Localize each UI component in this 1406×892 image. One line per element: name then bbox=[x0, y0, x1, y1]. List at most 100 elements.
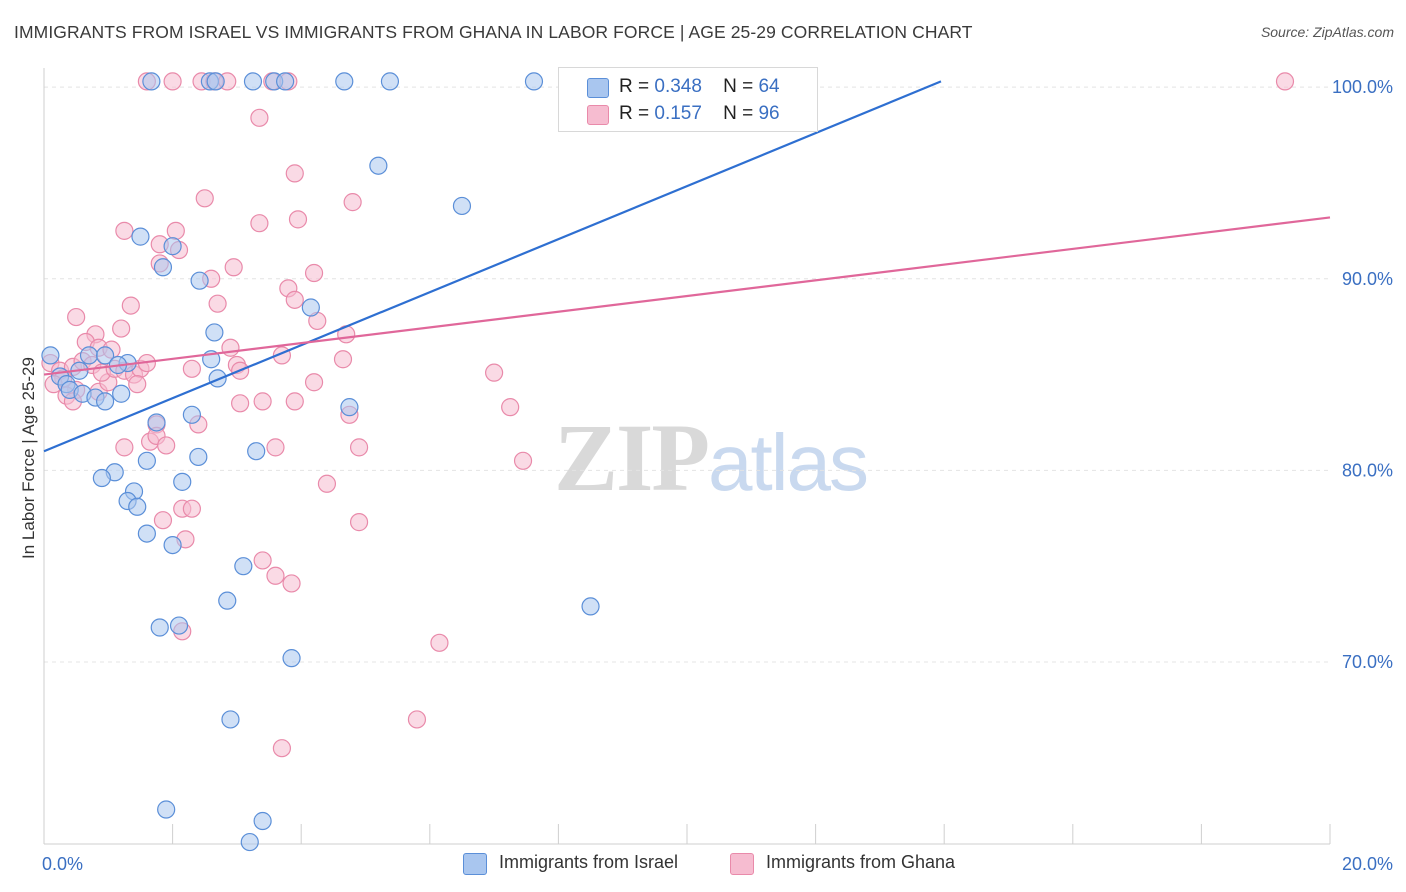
ghana-point bbox=[349, 438, 369, 457]
ghana-point bbox=[153, 511, 173, 530]
israel-point bbox=[369, 156, 388, 175]
israel-point bbox=[79, 346, 99, 365]
israel-point bbox=[95, 392, 115, 411]
ghana-point bbox=[166, 221, 185, 240]
ghana-legend-swatch bbox=[730, 853, 754, 875]
israel-point bbox=[157, 800, 176, 819]
israel-point bbox=[234, 557, 253, 576]
ghana-point bbox=[195, 189, 214, 208]
israel-point bbox=[380, 72, 400, 91]
israel-point bbox=[153, 258, 173, 277]
israel-point bbox=[163, 535, 182, 555]
israel-legend-swatch bbox=[463, 853, 487, 875]
ghana-point bbox=[317, 474, 337, 493]
israel-point bbox=[95, 346, 115, 365]
ghana-point bbox=[501, 398, 520, 417]
ghana-point bbox=[485, 363, 504, 382]
israel-point bbox=[190, 271, 209, 290]
ghana-point bbox=[115, 221, 134, 240]
israel-point bbox=[147, 413, 166, 432]
israel-point bbox=[182, 405, 201, 424]
ghana-stats: R = 0.157 N = 96 bbox=[619, 103, 780, 125]
ghana-point bbox=[157, 436, 176, 455]
ghana-point bbox=[182, 499, 201, 518]
ghana-r-value: 0.157 bbox=[654, 103, 702, 124]
ghana-point bbox=[208, 294, 227, 313]
ghana-point bbox=[266, 438, 285, 457]
israel-point bbox=[163, 237, 182, 256]
israel-r-value: 0.348 bbox=[654, 76, 702, 97]
ghana-n-label: N = bbox=[723, 103, 754, 124]
israel-point bbox=[301, 298, 320, 317]
ghana-point bbox=[67, 307, 86, 327]
israel-legend-label: Immigrants from Israel bbox=[499, 852, 679, 872]
israel-point bbox=[206, 72, 225, 91]
ghana-trend-line bbox=[43, 216, 1331, 376]
ghana-point bbox=[253, 392, 272, 411]
y-tick-label: 80.0% bbox=[1342, 460, 1393, 480]
israel-points bbox=[41, 72, 816, 852]
chart-title: IMMIGRANTS FROM ISRAEL VS IMMIGRANTS FRO… bbox=[14, 22, 973, 42]
ghana-point bbox=[250, 108, 269, 127]
ghana-point bbox=[128, 375, 147, 394]
ghana-point bbox=[304, 373, 324, 392]
watermark-atlas: atlas bbox=[708, 418, 869, 507]
israel-point bbox=[243, 72, 263, 91]
ghana-point bbox=[250, 214, 269, 233]
ghana-point bbox=[253, 551, 272, 570]
ghana-point bbox=[285, 164, 304, 183]
israel-point bbox=[524, 72, 544, 91]
trend-lines bbox=[43, 80, 1331, 453]
israel-point bbox=[173, 472, 192, 491]
ghana-swatch bbox=[587, 105, 609, 125]
watermark-zip: ZIP bbox=[554, 404, 710, 511]
ghana-point bbox=[266, 566, 285, 585]
israel-point bbox=[247, 442, 266, 461]
series-legend: Immigrants from Israel Immigrants from G… bbox=[0, 852, 1406, 878]
ghana-point bbox=[282, 574, 301, 593]
israel-point bbox=[92, 468, 111, 488]
x-tick-label: 20.0% bbox=[1342, 854, 1393, 874]
israel-point bbox=[142, 72, 161, 91]
watermark: ZIPatlas bbox=[554, 402, 869, 513]
y-axis-label: In Labor Force | Age 25-29 bbox=[19, 357, 38, 559]
israel-point bbox=[581, 597, 600, 616]
correlation-legend: R = 0.348 N = 64 R = 0.157 N = 96 bbox=[558, 67, 818, 132]
ghana-point bbox=[231, 394, 250, 413]
israel-point bbox=[137, 524, 156, 543]
israel-point bbox=[282, 649, 301, 668]
israel-point bbox=[452, 196, 472, 216]
israel-point bbox=[128, 497, 147, 516]
ghana-point bbox=[221, 338, 240, 357]
israel-r-label: R = bbox=[619, 76, 650, 97]
israel-point bbox=[340, 398, 359, 417]
ghana-point bbox=[333, 350, 353, 369]
ghana-point bbox=[224, 258, 243, 277]
israel-point bbox=[41, 346, 60, 365]
ghana-point bbox=[272, 739, 292, 758]
israel-point bbox=[253, 811, 272, 831]
axes bbox=[43, 68, 1331, 845]
israel-point bbox=[218, 591, 237, 610]
ghana-point bbox=[343, 193, 362, 212]
x-tick-label: 0.0% bbox=[42, 854, 83, 874]
israel-stats: R = 0.348 N = 64 bbox=[619, 76, 780, 98]
israel-point bbox=[276, 72, 295, 91]
israel-point bbox=[221, 710, 240, 729]
israel-point bbox=[205, 323, 224, 342]
y-tick-label: 90.0% bbox=[1342, 269, 1393, 289]
ghana-n-value: 96 bbox=[758, 103, 780, 124]
ghana-point bbox=[115, 438, 134, 457]
ghana-point bbox=[285, 392, 304, 411]
ghana-point bbox=[121, 296, 140, 315]
ghana-point bbox=[288, 210, 308, 229]
israel-swatch bbox=[587, 78, 609, 98]
ghana-point bbox=[285, 290, 304, 309]
israel-point bbox=[208, 369, 227, 388]
israel-point bbox=[169, 616, 189, 635]
ghana-point bbox=[430, 633, 449, 652]
ghana-points bbox=[41, 72, 1295, 758]
ghana-point bbox=[407, 710, 427, 729]
israel-point bbox=[335, 72, 354, 91]
